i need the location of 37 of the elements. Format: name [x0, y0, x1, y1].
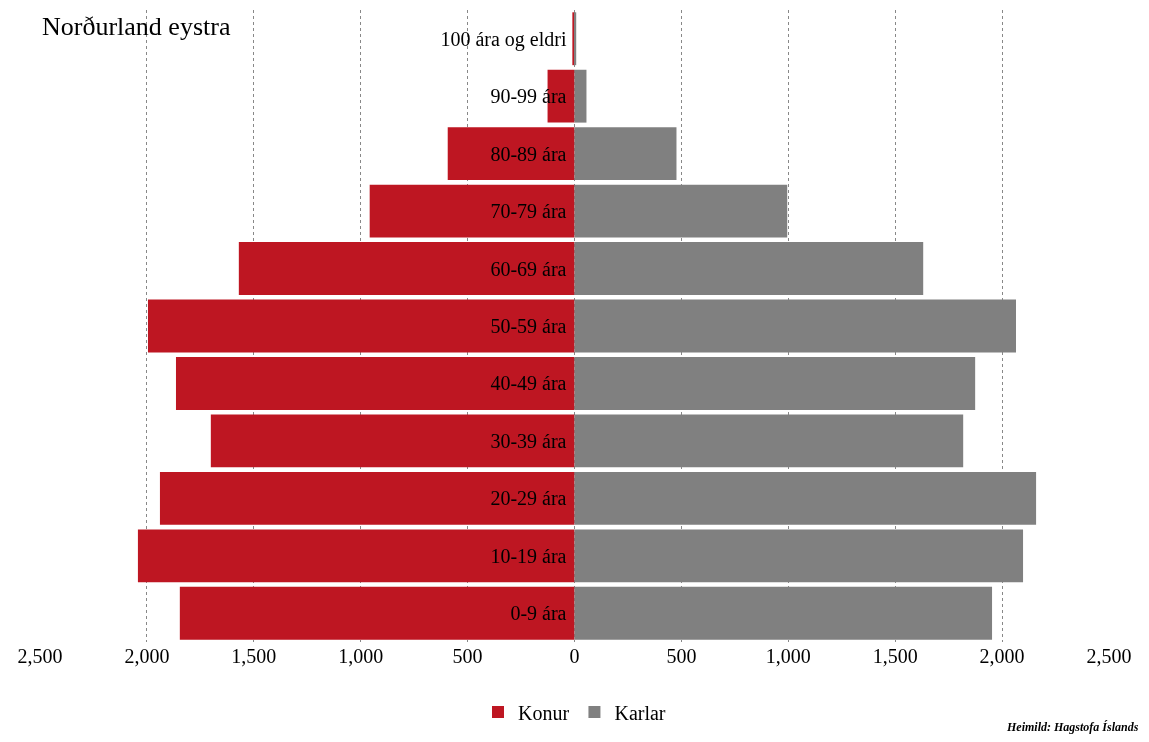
x-tick-label: 2,000: [979, 645, 1025, 667]
y-tick-label: 60-69 ára: [490, 257, 567, 280]
bar: [159, 471, 575, 525]
y-tick-label: 50-59 ára: [490, 315, 567, 337]
x-tick-label: 0: [569, 645, 580, 667]
y-tick-label: 30-39 ára: [490, 429, 567, 452]
x-tick-label: 2,500: [1086, 645, 1132, 667]
y-tick-label: 80-89 ára: [490, 142, 567, 165]
y-tick-label: 10-19 ára: [490, 544, 567, 567]
x-tick-label: 1,000: [338, 645, 384, 667]
bar: [147, 299, 575, 353]
bar: [137, 529, 575, 583]
x-tick-label: 500: [666, 645, 697, 667]
bar: [574, 357, 976, 410]
x-tick-label: 2,000: [124, 645, 170, 667]
y-tick-label: 0-9 ára: [510, 602, 567, 625]
chart-title: Norðurland eystra: [42, 12, 231, 41]
y-tick-label: 40-49 ára: [490, 372, 567, 395]
x-tick-label: 500: [452, 645, 483, 667]
bar: [179, 586, 575, 640]
legend-label: Karlar: [614, 701, 666, 724]
bar: [210, 414, 575, 468]
text: Heimild: Hagstofa Íslands: [1006, 720, 1139, 734]
x-tick-label: 1,500: [872, 645, 918, 667]
y-tick-label: 20-29 ára: [490, 487, 567, 510]
bar: [175, 357, 575, 410]
x-tick-label: 1,000: [765, 645, 811, 667]
bar: [574, 69, 587, 123]
bar: [369, 184, 575, 238]
bar: [574, 127, 677, 181]
bar: [447, 127, 575, 181]
y-tick-label: 70-79 ára: [490, 200, 567, 223]
x-tick-label: 1,500: [231, 645, 277, 667]
legend-label: Konur: [518, 701, 570, 724]
bar: [238, 242, 575, 295]
x-tick-label: 2,500: [17, 645, 63, 667]
y-tick-label: 100 ára og eldri: [440, 27, 567, 51]
